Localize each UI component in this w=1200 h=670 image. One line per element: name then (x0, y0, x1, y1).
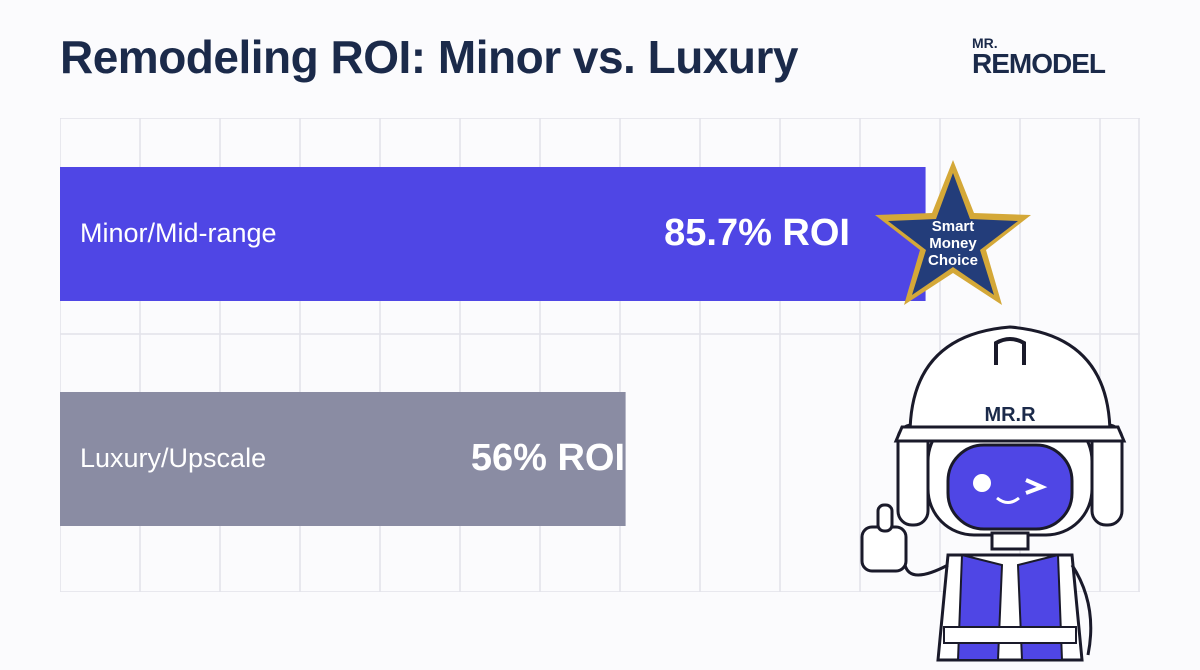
badge-line-3: Choice (928, 252, 978, 269)
helmet-text: MR.R (984, 404, 1036, 426)
bar-category-label: Minor/Mid-range (80, 218, 277, 248)
bar-value-label: 85.7% ROI (664, 212, 850, 254)
bar-value-label: 56% ROI (470, 437, 625, 479)
badge-line-1: Smart (932, 218, 975, 235)
badge-line-2: Money (929, 235, 977, 252)
smart-money-star-badge-icon: Smart Money Choice (875, 160, 1031, 305)
chart-title: Remodeling ROI: Minor vs. Luxury (60, 31, 798, 83)
logo-main-text: REMODEL (972, 48, 1106, 79)
robot-mascot-thumbs-up-icon: MR.R (860, 325, 1127, 662)
bar-0 (60, 167, 926, 301)
bar-1 (60, 392, 626, 526)
brand-logo: MR. REMODEL (972, 35, 1106, 79)
logo-small-text: MR. (972, 35, 998, 51)
bar-category-label: Luxury/Upscale (80, 443, 267, 473)
